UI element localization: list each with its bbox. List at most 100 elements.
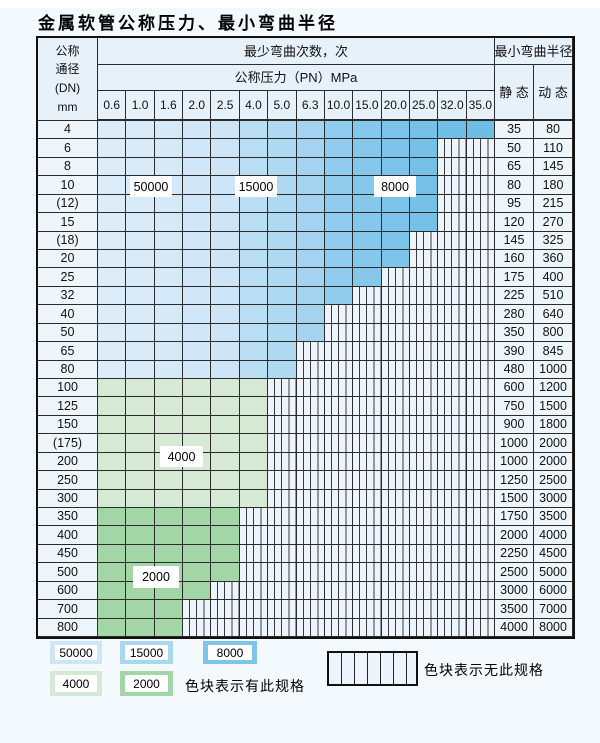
cycle-cell-available [183,379,212,398]
cycle-cell-available [296,323,325,343]
cycle-cell-unavailable [381,434,410,453]
cycle-cell-available [324,213,354,232]
cycle-cell-available [154,286,184,306]
cycle-cell-unavailable [239,508,269,527]
cycle-cell-unavailable [268,434,297,453]
legend-swatch-label: 2000 [125,675,168,692]
cycle-cell-unavailable [381,471,410,490]
cycle-cell-available [126,157,155,177]
static-radius-cell: 350 [495,323,535,343]
cycle-cell-available [296,176,325,195]
cycle-cell-available [268,323,297,343]
cycle-cell-available [268,121,297,140]
cycle-cell-unavailable [268,489,297,509]
cycle-cell-unavailable [466,213,496,232]
cycle-cell-available [98,471,127,490]
pressure-col-header: 10.0 [324,91,354,121]
cycle-cell-unavailable [438,563,467,582]
cycle-cell-available [126,323,155,343]
cycle-cell-unavailable [409,508,439,527]
cycle-cell-available [296,250,325,269]
dn-header-cell: 公称 通径 (DN) mm [38,38,98,121]
cycle-cell-available [98,231,127,250]
legend-swatch-label: 4000 [55,675,97,692]
cycle-count-label: 2000 [133,566,179,588]
cycle-cell-unavailable [438,415,467,435]
cycle-cell-unavailable [438,323,467,343]
cycle-cell-unavailable [296,600,325,619]
cycle-cell-unavailable [296,397,325,416]
cycle-cell-available [98,305,127,324]
cycle-cell-available [98,323,127,343]
cycle-cell-available [211,563,240,582]
cycle-cell-unavailable [438,286,467,306]
static-radius-cell: 390 [495,342,535,361]
static-radius-cell: 4000 [495,618,535,638]
static-radius-cell: 1750 [495,508,535,527]
pressure-col-header: 4.0 [239,91,269,121]
cycle-cell-available [324,231,354,250]
cycle-cell-available [154,157,184,177]
cycle-cell-available [268,139,297,158]
static-radius-cell: 3000 [495,581,535,601]
cycle-cell-available [353,139,382,158]
dn-cell: 4 [38,121,98,140]
cycle-cell-available [211,471,240,490]
cycle-cell-unavailable [296,618,325,638]
legend-swatch-2000: 2000 [120,671,173,696]
cycle-cell-unavailable [466,563,496,582]
cycle-cell-available [296,194,325,214]
cycle-cell-unavailable [268,600,297,619]
cycle-cell-unavailable [353,581,382,601]
dn-cell: (12) [38,194,98,214]
cycle-cell-unavailable [381,508,410,527]
cycle-cell-available [296,121,325,140]
cycle-cell-available [98,176,127,195]
cycle-cell-unavailable [381,360,410,379]
cycle-cell-unavailable [438,194,467,214]
dn-cell: 600 [38,581,98,601]
static-radius-cell: 3500 [495,600,535,619]
cycle-cell-available [211,489,240,509]
cycle-cell-available [154,618,184,638]
cycle-cell-unavailable [409,563,439,582]
cycle-cell-available [353,231,382,250]
dynamic-header: 动 态 [534,65,574,121]
cycle-cell-available [268,360,297,379]
cycle-cell-unavailable [409,600,439,619]
dynamic-radius-cell: 640 [534,305,574,324]
cycle-cell-unavailable [324,452,354,472]
cycle-cell-available [98,434,127,453]
cycle-cell-unavailable [409,489,439,509]
cycle-cell-unavailable [438,213,467,232]
cycle-cell-unavailable [183,618,212,638]
cycle-cell-available [183,250,212,269]
cycle-cell-unavailable [466,618,496,638]
cycle-cell-available [239,305,269,324]
cycle-cell-unavailable [296,452,325,472]
cycle-cell-unavailable [324,489,354,509]
cycle-cell-available [126,121,155,140]
cycle-cell-unavailable [211,618,240,638]
cycle-cell-unavailable [324,305,354,324]
cycle-cell-unavailable [268,618,297,638]
cycle-cell-unavailable [381,379,410,398]
cycle-cell-unavailable [409,379,439,398]
cycle-cell-unavailable [324,600,354,619]
cycle-cell-available [98,157,127,177]
cycle-cell-available [183,360,212,379]
cycle-cell-available [126,231,155,250]
cycle-cell-available [239,360,269,379]
dynamic-radius-cell: 180 [534,176,574,195]
dynamic-radius-cell: 2000 [534,452,574,472]
cycle-cell-unavailable [353,360,382,379]
cycle-cell-unavailable [466,194,496,214]
cycle-cell-available [126,618,155,638]
dynamic-radius-cell: 1800 [534,415,574,435]
dn-cell: 10 [38,176,98,195]
cycle-cell-unavailable [466,176,496,195]
cycle-cell-available [183,157,212,177]
cycle-cell-available [126,305,155,324]
cycle-cell-unavailable [353,452,382,472]
cycle-cell-available [353,250,382,269]
